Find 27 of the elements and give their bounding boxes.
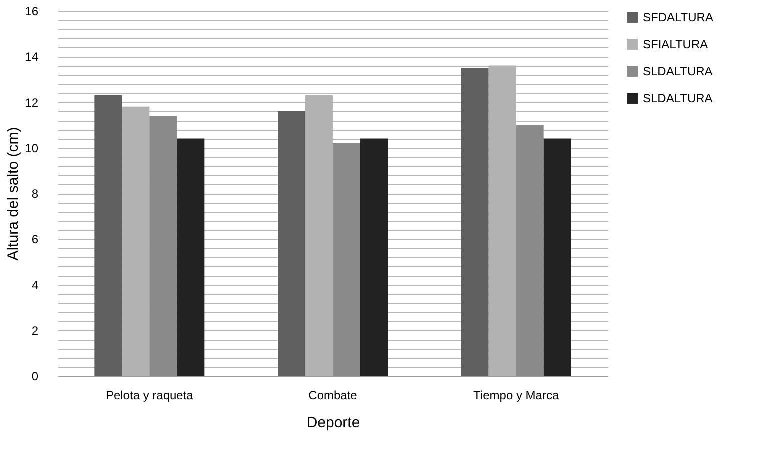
x-tick-label: Pelota y raqueta xyxy=(106,388,194,402)
y-tick-label: 14 xyxy=(25,50,39,64)
bar xyxy=(544,138,572,376)
legend-label: SLDALTURA xyxy=(643,64,713,78)
legend-label: SFIALTURA xyxy=(643,38,708,52)
y-tick-label: 8 xyxy=(32,187,39,201)
y-tick-label: 2 xyxy=(32,324,39,338)
x-axis-title: Deporte xyxy=(306,414,360,432)
legend-label: SFDALTURA xyxy=(643,10,714,24)
legend-label: SLDALTURA xyxy=(643,92,713,106)
bar xyxy=(461,68,489,376)
bar xyxy=(360,138,388,376)
y-tick-label: 6 xyxy=(32,232,39,247)
bar xyxy=(177,138,205,376)
y-axis-title: Altura del salto (cm) xyxy=(5,127,22,261)
y-tick-label: 16 xyxy=(25,4,39,18)
y-tick-label: 0 xyxy=(32,370,39,384)
bar xyxy=(516,125,544,376)
y-tick-label: 10 xyxy=(25,141,39,156)
y-tick-label: 4 xyxy=(32,278,39,292)
bar xyxy=(333,143,360,376)
x-tick-label: Tiempo y Marca xyxy=(474,388,560,402)
bar xyxy=(150,116,178,376)
bar xyxy=(278,111,306,376)
x-tick-label: Combate xyxy=(308,388,358,402)
y-tick-label: 12 xyxy=(25,96,39,110)
bar xyxy=(94,95,122,376)
